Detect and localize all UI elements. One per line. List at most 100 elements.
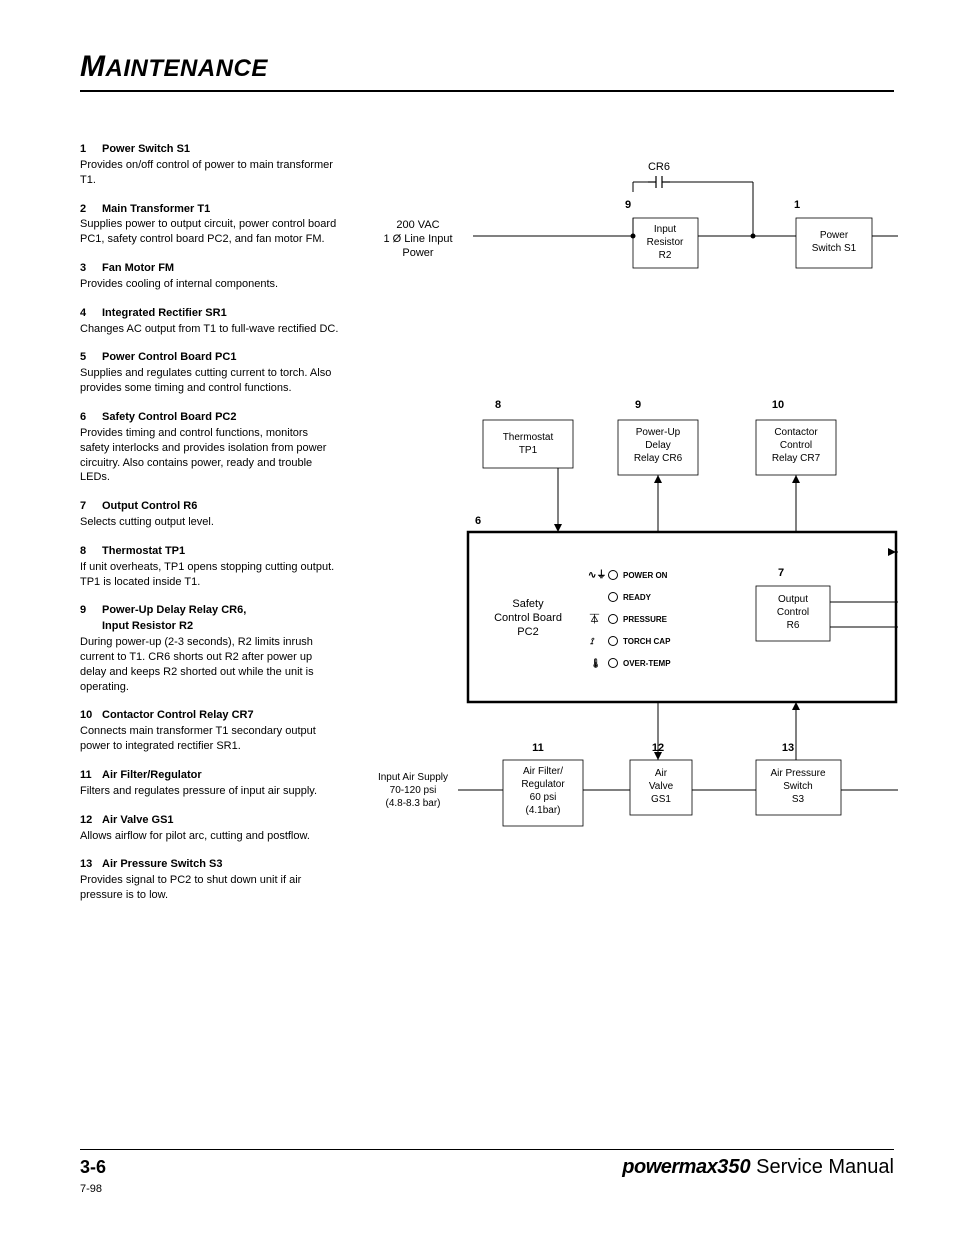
num-7: 7 [778, 567, 784, 579]
av-l2: Valve [649, 781, 674, 792]
title-initial: M [80, 50, 106, 83]
pudr-l3: Relay CR6 [634, 453, 683, 464]
footer-rule [80, 1149, 894, 1150]
oc-l1: Output [778, 594, 808, 605]
svg-text:⏄: ⏄ [589, 613, 600, 624]
item-heading: 4Integrated Rectifier SR1 [80, 306, 340, 321]
item-body: Supplies power to output circuit, power … [80, 217, 340, 247]
item-heading: 8Thermostat TP1 [80, 544, 340, 559]
num-9-top: 9 [625, 199, 631, 211]
svg-text:POWER ON: POWER ON [623, 571, 668, 580]
header-rule [80, 90, 894, 92]
th-l2: TP1 [519, 445, 538, 456]
num-11: 11 [532, 742, 544, 754]
oc-l3: R6 [787, 620, 800, 631]
num-6: 6 [475, 515, 481, 527]
item-heading: 3Fan Motor FM [80, 261, 340, 276]
af-l2: Regulator [521, 779, 565, 790]
ap-l1: Air Pressure [770, 768, 825, 779]
ccr-l1: Contactor [774, 427, 818, 438]
led-ready: READY [609, 593, 652, 603]
item-body: Allows airflow for pilot arc, cutting an… [80, 829, 340, 844]
list-item: 2Main Transformer T1Supplies power to ou… [80, 202, 340, 248]
air-in-l3: (4.8-8.3 bar) [385, 798, 440, 809]
list-item: 4Integrated Rectifier SR1Changes AC outp… [80, 306, 340, 337]
list-item: 1Power Switch S1Provides on/off control … [80, 142, 340, 188]
led-torch-cap: ⟟ TORCH CAP [590, 636, 671, 646]
power-in-l1: 200 VAC [396, 219, 439, 231]
service-manual-label: Service Manual [751, 1156, 894, 1178]
page-header: MAINTENANCE [80, 50, 894, 92]
item-heading: 13Air Pressure Switch S3 [80, 857, 340, 872]
scb-l2: Control Board [494, 612, 562, 624]
list-item: 8Thermostat TP1If unit overheats, TP1 op… [80, 544, 340, 590]
af-l3: 60 psi [530, 792, 557, 803]
led-list: ∿⏚ POWER ON READY ⏄ PRESSURE ⟟ TORCH CAP [588, 569, 671, 668]
list-item: 9Power-Up Delay Relay CR6,Input Resistor… [80, 603, 340, 694]
item-body: Selects cutting output level. [80, 515, 340, 530]
af-l4: (4.1bar) [525, 805, 560, 816]
footer-row: 3-6 powermax350 Service Manual [80, 1156, 894, 1179]
num-1: 1 [794, 199, 800, 211]
ps-l2: Switch S1 [812, 243, 857, 254]
item-heading: 6Safety Control Board PC2 [80, 410, 340, 425]
title-rest: AINTENANCE [106, 55, 268, 82]
power-in-l2: 1 Ø Line Input [383, 233, 452, 245]
svg-text:🌡: 🌡 [590, 658, 601, 668]
ps-l1: Power [820, 230, 849, 241]
component-list: 1Power Switch S1Provides on/off control … [80, 142, 340, 917]
item-body: Provides timing and control functions, m… [80, 426, 340, 485]
svg-text:∿⏚: ∿⏚ [588, 569, 606, 581]
item-body: During power-up (2-3 seconds), R2 limits… [80, 635, 340, 694]
af-l1: Air Filter/ [523, 766, 563, 777]
cr6-label: CR6 [648, 161, 670, 173]
ap-l3: S3 [792, 794, 805, 805]
num-9: 9 [635, 399, 641, 411]
ir-l2: Resistor [647, 237, 684, 248]
scb-l1: Safety [512, 598, 544, 610]
svg-text:READY: READY [623, 593, 652, 602]
item-body: Supplies and regulates cutting current t… [80, 366, 340, 396]
air-in-l2: 70-120 psi [390, 785, 437, 796]
arrowhead-icon [654, 475, 662, 483]
content: 1Power Switch S1Provides on/off control … [80, 142, 894, 917]
item-body: Connects main transformer T1 secondary o… [80, 724, 340, 754]
item-heading: 11Air Filter/Regulator [80, 768, 340, 783]
item-heading: 12Air Valve GS1 [80, 813, 340, 828]
led-over-temp: 🌡 OVER-TEMP [590, 658, 671, 668]
th-l1: Thermostat [503, 432, 554, 443]
arrowhead-icon [792, 475, 800, 483]
item-body: Provides cooling of internal components. [80, 277, 340, 292]
av-l1: Air [655, 768, 668, 779]
av-l3: GS1 [651, 794, 671, 805]
svg-text:⟟: ⟟ [590, 636, 595, 646]
ap-l2: Switch [783, 781, 812, 792]
item-heading: 5Power Control Board PC1 [80, 350, 340, 365]
list-item: 3Fan Motor FMProvides cooling of interna… [80, 261, 340, 292]
page-footer: 3-6 powermax350 Service Manual 7-98 [80, 1149, 894, 1195]
list-item: 7Output Control R6Selects cutting output… [80, 499, 340, 530]
num-8: 8 [495, 399, 501, 411]
block-diagram: 200 VAC 1 Ø Line Input Power CR6 Input R… [358, 142, 898, 902]
pudr-l2: Delay [645, 440, 671, 451]
svg-text:TORCH CAP: TORCH CAP [623, 637, 671, 646]
brand-powermax: powermax [622, 1156, 717, 1178]
led-power-on: ∿⏚ POWER ON [588, 569, 668, 581]
num-13: 13 [782, 742, 794, 754]
footer-brand: powermax350 Service Manual [622, 1156, 894, 1179]
item-heading: 1Power Switch S1 [80, 142, 340, 157]
page-number: 3-6 [80, 1157, 106, 1178]
footer-date: 7-98 [80, 1183, 894, 1195]
item-body: Provides on/off control of power to main… [80, 158, 340, 188]
power-in-l3: Power [402, 247, 434, 259]
item-heading: 7Output Control R6 [80, 499, 340, 514]
ir-l1: Input [654, 224, 676, 235]
num-10: 10 [772, 399, 784, 411]
list-item: 13Air Pressure Switch S3Provides signal … [80, 857, 340, 903]
diagram-col: 200 VAC 1 Ø Line Input Power CR6 Input R… [358, 142, 894, 917]
section-title: MAINTENANCE [80, 50, 894, 84]
item-body: Filters and regulates pressure of input … [80, 784, 340, 799]
brand-350: 350 [717, 1156, 750, 1178]
svg-text:OVER-TEMP: OVER-TEMP [623, 659, 671, 668]
ccr-l2: Control [780, 440, 812, 451]
